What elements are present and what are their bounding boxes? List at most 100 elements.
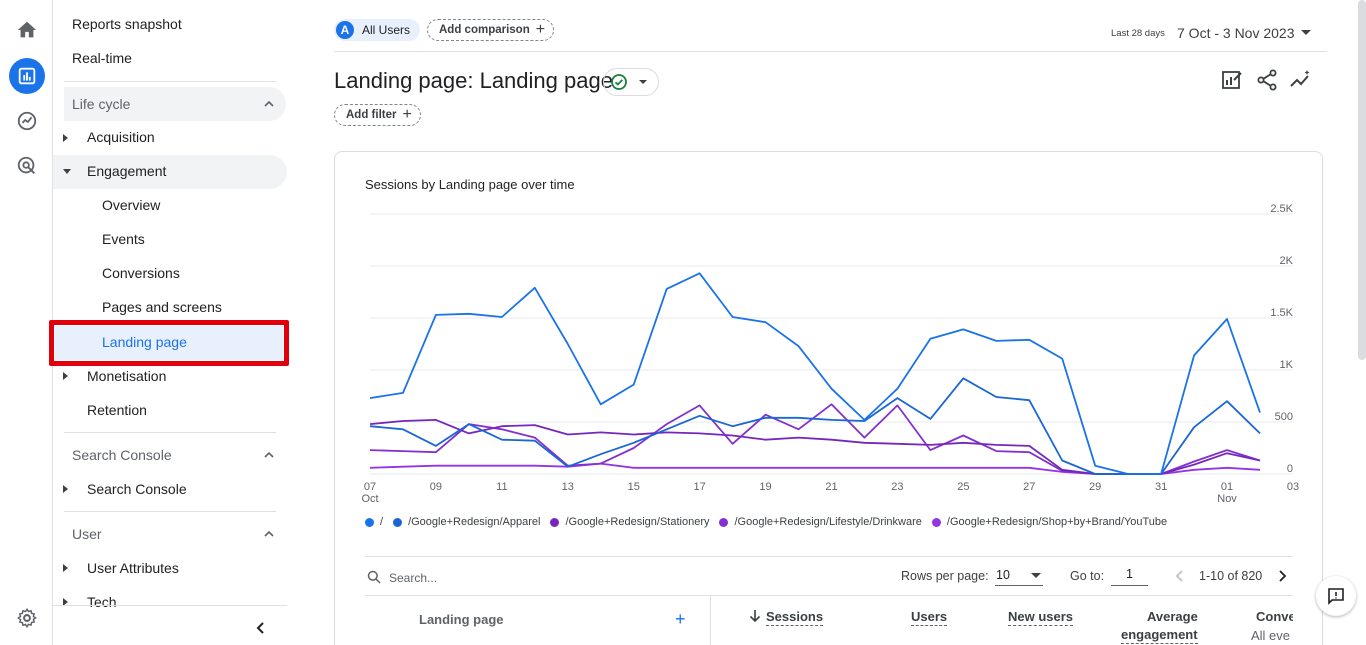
series-line[interactable] (369, 377, 1261, 475)
sort-descending-arrow-icon[interactable] (749, 609, 761, 623)
column-header-conversions[interactable]: Conve (1256, 609, 1293, 624)
column-header-conversions-subtitle[interactable]: All eve (1251, 628, 1291, 643)
table-toolbar: Search... Rows per page: 10 Go to: 1 1-1… (365, 556, 1293, 596)
nav-real-time[interactable]: Real-time (72, 50, 132, 66)
chevron-up-icon (264, 100, 274, 107)
caret-right-icon (63, 372, 68, 380)
customize-report-icon[interactable] (1220, 68, 1244, 92)
nav-section-life-cycle[interactable]: Life cycle (64, 87, 286, 121)
audience-chip[interactable]: A All Users (334, 19, 421, 41)
report-card: Sessions by Landing page over time 0 500 1… (334, 151, 1323, 645)
report-status-badge[interactable] (603, 68, 659, 96)
x-tick-label: 29 (1089, 481, 1101, 493)
caret-right-icon (63, 134, 68, 142)
page-scrollbar[interactable] (1358, 0, 1366, 360)
home-icon[interactable] (9, 12, 45, 48)
go-to-page-input[interactable]: 1 (1111, 566, 1148, 586)
chevron-up-icon (264, 530, 274, 537)
x-tick-sublabel: Nov (1217, 493, 1237, 505)
next-page-chevron-icon[interactable] (1275, 569, 1289, 583)
nav-tech[interactable]: Tech (87, 594, 117, 610)
nav-engagement-bg (53, 155, 287, 189)
caret-right-icon (63, 598, 68, 606)
x-tick-sublabel: Oct (361, 493, 378, 505)
explore-icon[interactable] (9, 103, 45, 139)
nav-overview[interactable]: Overview (102, 197, 161, 213)
add-filter-button[interactable]: Add filter + (334, 104, 421, 126)
settings-gear-icon[interactable] (9, 600, 45, 636)
x-tick-label: 31 (1155, 481, 1167, 493)
pagination-info: 1-10 of 820 (1199, 569, 1263, 583)
y-tick-label: 0 (1287, 463, 1293, 475)
legend-dot-icon (550, 517, 560, 527)
x-tick-label: 01 (1221, 481, 1233, 493)
x-tick-label: 09 (430, 481, 442, 493)
legend-item[interactable]: /Google+Redesign/Apparel (393, 516, 540, 528)
legend-item[interactable]: /Google+Redesign/Stationery (550, 516, 709, 528)
nav-section-label: User (72, 526, 102, 542)
column-header-sessions[interactable]: Sessions (766, 609, 824, 626)
legend-dot-icon (931, 517, 941, 527)
nav-pages-and-screens[interactable]: Pages and screens (102, 299, 222, 315)
feedback-button[interactable] (1316, 576, 1356, 616)
nav-user-attributes[interactable]: User Attributes (87, 560, 179, 576)
nav-landing-page[interactable]: Landing page (102, 334, 187, 350)
insights-icon[interactable] (1289, 68, 1313, 92)
nav-conversions[interactable]: Conversions (102, 265, 180, 281)
rows-per-page-select[interactable]: 10 (995, 566, 1043, 586)
column-header-avg-engagement-line1[interactable]: Average (1147, 609, 1198, 624)
nav-bottom-divider (53, 605, 287, 606)
nav-search-console[interactable]: Search Console (87, 481, 187, 497)
add-dimension-plus-icon[interactable]: + (675, 609, 686, 629)
x-tick-label: 11 (496, 481, 507, 493)
rows-per-page-value: 10 (996, 568, 1010, 582)
nav-events[interactable]: Events (102, 231, 145, 247)
search-icon (367, 570, 381, 584)
x-tick-label: 13 (562, 481, 574, 493)
check-circle-icon (611, 74, 627, 90)
audience-label: All Users (362, 23, 411, 37)
column-header-new-users[interactable]: New users (1008, 609, 1074, 626)
x-tick-label: 27 (1023, 481, 1035, 493)
chart-title: Sessions by Landing page over time (365, 177, 575, 192)
legend-item[interactable]: / (365, 516, 383, 528)
nav-engagement[interactable]: Engagement (87, 163, 167, 179)
nav-section-search-console[interactable]: Search Console (64, 438, 286, 472)
nav-section-user[interactable]: User (64, 517, 286, 551)
legend-dot-icon (393, 517, 403, 527)
column-header-users[interactable]: Users (911, 609, 948, 626)
y-tick-label: 500 (1275, 411, 1293, 423)
legend-label: /Google+Redesign/Lifestyle/Drinkware (734, 516, 922, 528)
reports-icon[interactable] (9, 58, 45, 94)
page-title: Landing page: Landing page (334, 68, 613, 93)
date-range-picker[interactable]: 7 Oct - 3 Nov 2023 (1177, 25, 1295, 41)
nav-reports-snapshot[interactable]: Reports snapshot (72, 16, 182, 32)
nav-monetisation[interactable]: Monetisation (87, 368, 167, 384)
caret-down-icon (63, 169, 71, 174)
nav-acquisition[interactable]: Acquisition (87, 129, 155, 145)
nav-retention[interactable]: Retention (87, 402, 147, 418)
collapse-nav-chevron-left-icon[interactable] (253, 620, 269, 636)
series-line[interactable] (369, 272, 1261, 475)
add-comparison-label: Add comparison (439, 24, 530, 36)
legend-label: /Google+Redesign/Shop+by+Brand/YouTube (946, 516, 1168, 528)
share-icon[interactable] (1255, 68, 1279, 92)
column-header-avg-engagement-line2[interactable]: engagement (1121, 627, 1198, 644)
table-search-input[interactable]: Search... (389, 571, 438, 585)
series-line[interactable] (369, 462, 1261, 475)
x-tick-label: 25 (957, 481, 969, 493)
nav-divider (64, 432, 276, 433)
date-dropdown-icon[interactable] (1301, 30, 1311, 35)
nav-divider (64, 81, 276, 82)
legend-item[interactable]: /Google+Redesign/Shop+by+Brand/YouTube (931, 516, 1168, 528)
column-header-landing-page[interactable]: Landing page (419, 612, 504, 627)
dropdown-arrow-icon (1031, 573, 1041, 578)
nav-divider (64, 511, 276, 512)
chevron-up-icon (264, 451, 274, 458)
chart-legend: / /Google+Redesign/Apparel/Google+Redesig… (365, 516, 1177, 528)
advertising-icon[interactable] (9, 148, 45, 184)
previous-page-chevron-icon[interactable] (1173, 569, 1187, 583)
plus-icon: + (535, 21, 546, 38)
add-comparison-button[interactable]: Add comparison + (427, 19, 555, 41)
legend-item[interactable]: /Google+Redesign/Lifestyle/Drinkware (719, 516, 922, 528)
